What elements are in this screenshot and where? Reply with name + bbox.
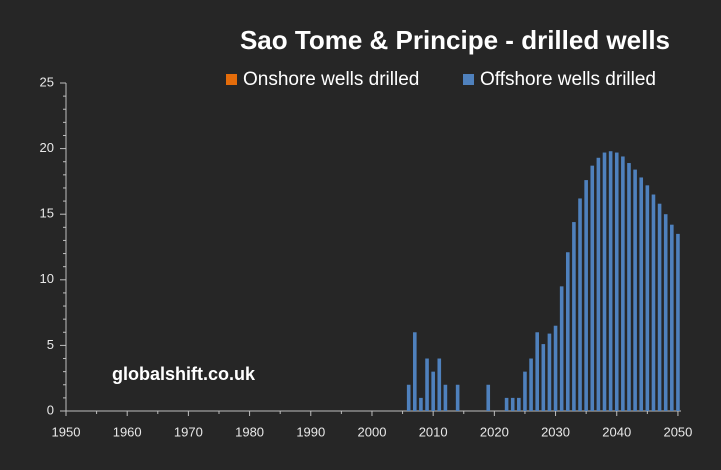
bar xyxy=(621,156,625,411)
bar xyxy=(663,214,668,411)
bar xyxy=(413,332,417,411)
bar xyxy=(572,222,576,411)
y-tick-label: 10 xyxy=(40,271,54,286)
bar xyxy=(419,397,423,411)
legend-label: Offshore wells drilled xyxy=(480,69,656,90)
bar xyxy=(565,252,570,411)
bar xyxy=(535,332,539,411)
bar xyxy=(406,384,411,411)
y-tick-label: 5 xyxy=(47,337,54,352)
bar xyxy=(651,194,656,411)
bar xyxy=(455,384,460,411)
x-tick-label: 1990 xyxy=(296,424,325,439)
bar xyxy=(541,344,546,411)
bar xyxy=(553,325,558,411)
bar xyxy=(602,152,607,411)
bar xyxy=(670,224,674,411)
bar xyxy=(504,397,509,411)
bar xyxy=(596,157,601,411)
bar xyxy=(657,203,662,411)
bar xyxy=(523,371,527,411)
bar xyxy=(443,384,448,411)
bar xyxy=(645,185,650,411)
legend-label: Onshore wells drilled xyxy=(243,69,419,90)
bar xyxy=(614,152,619,411)
bar xyxy=(547,333,552,411)
bar xyxy=(510,397,515,411)
x-tick-label: 2030 xyxy=(541,424,570,439)
bar xyxy=(590,165,595,411)
x-tick-label: 2040 xyxy=(602,424,631,439)
y-tick-label: 25 xyxy=(40,74,54,89)
x-tick-label: 2010 xyxy=(419,424,448,439)
y-tick-label: 0 xyxy=(47,402,54,417)
bar xyxy=(517,397,521,411)
x-tick-label: 1960 xyxy=(113,424,142,439)
bar xyxy=(529,358,533,411)
bar xyxy=(425,358,429,411)
x-tick-label: 2020 xyxy=(480,424,509,439)
bar xyxy=(437,358,442,411)
bar xyxy=(676,233,680,411)
x-tick-label: 2050 xyxy=(663,424,692,439)
watermark: globalshift.co.uk xyxy=(112,364,256,384)
bar xyxy=(486,384,491,411)
bar xyxy=(608,151,613,411)
bar xyxy=(584,180,588,411)
bar xyxy=(578,198,582,411)
bar xyxy=(431,371,435,411)
x-tick-label: 2000 xyxy=(358,424,387,439)
x-tick-label: 1970 xyxy=(174,424,203,439)
bar xyxy=(627,163,631,411)
x-tick-label: 1950 xyxy=(52,424,81,439)
x-tick-label: 1980 xyxy=(235,424,264,439)
legend-swatch xyxy=(463,74,474,85)
bar xyxy=(633,169,637,411)
y-tick-label: 15 xyxy=(40,206,54,221)
bar xyxy=(559,286,564,411)
chart-title: Sao Tome & Principe - drilled wells xyxy=(240,25,670,55)
y-tick-label: 20 xyxy=(40,140,54,155)
legend-swatch xyxy=(226,74,237,85)
bar xyxy=(639,177,644,411)
